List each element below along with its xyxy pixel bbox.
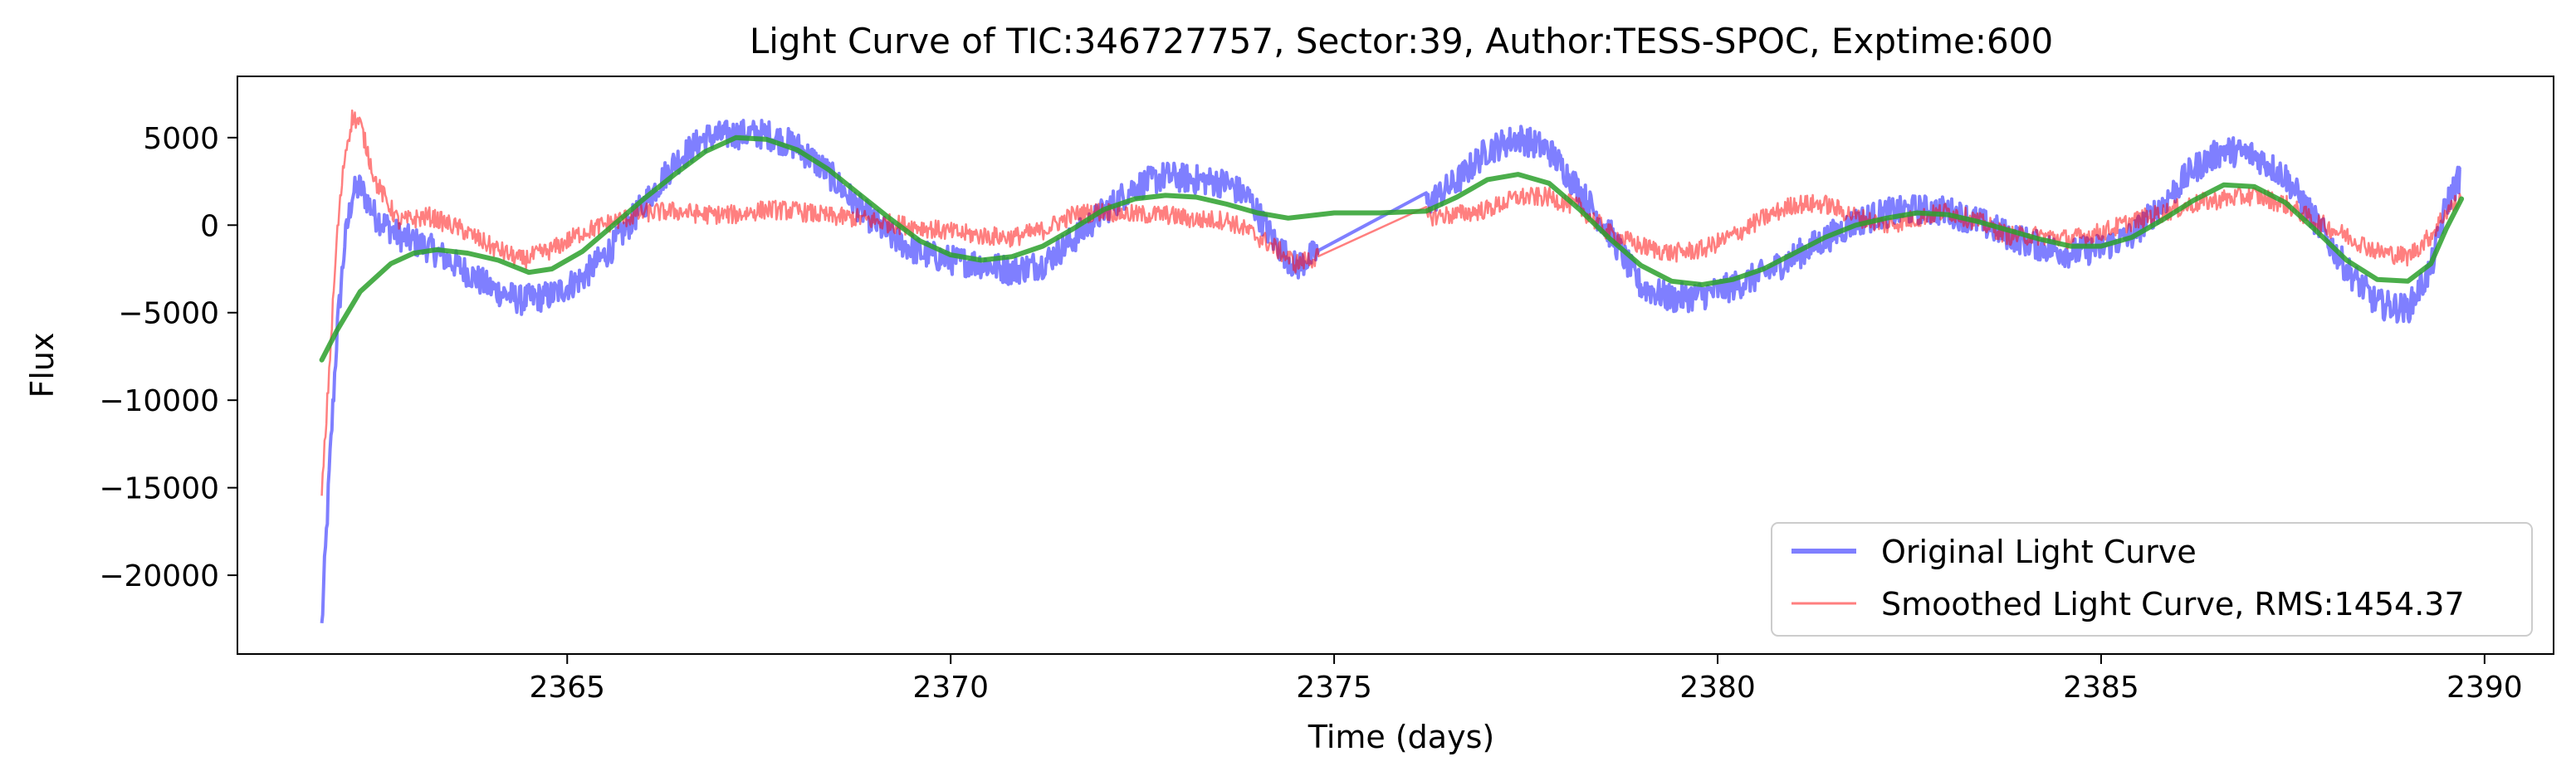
x-tick-label: 2375 xyxy=(1296,671,1372,705)
x-tick-label: 2380 xyxy=(1679,671,1756,705)
plot-area xyxy=(319,109,2465,624)
y-tick-label: −10000 xyxy=(99,384,219,418)
y-axis: 5000 0 −5000 −10000 −15000 −20000 xyxy=(99,122,237,593)
x-tick-label: 2385 xyxy=(2063,671,2139,705)
series-layer xyxy=(319,109,2465,624)
legend: Original Light Curve Smoothed Light Curv… xyxy=(1771,522,2533,637)
y-tick-label: −20000 xyxy=(99,559,219,593)
x-tick-label: 2365 xyxy=(529,671,605,705)
series-trend-fit xyxy=(319,134,2465,363)
y-tick-label: 5000 xyxy=(143,122,219,156)
legend-box xyxy=(1771,522,2533,637)
y-tick-label: −5000 xyxy=(118,297,219,331)
series-original-light-curve xyxy=(320,119,2462,624)
x-axis: 2365 2370 2375 2380 2385 2390 xyxy=(529,654,2523,705)
y-tick-label: −15000 xyxy=(99,472,219,506)
legend-label-original: Original Light Curve xyxy=(1881,534,2197,570)
x-tick-label: 2390 xyxy=(2446,671,2523,705)
y-tick-label: 0 xyxy=(200,209,219,243)
y-axis-label: Flux xyxy=(24,333,61,398)
x-tick-label: 2370 xyxy=(912,671,989,705)
chart-title: Light Curve of TIC:346727757, Sector:39,… xyxy=(750,21,2053,61)
x-axis-label: Time (days) xyxy=(1308,719,1494,755)
series-smoothed-light-curve xyxy=(320,109,2462,496)
plot-frame xyxy=(237,76,2554,655)
legend-label-smoothed: Smoothed Light Curve, RMS:1454.37 xyxy=(1881,586,2465,622)
